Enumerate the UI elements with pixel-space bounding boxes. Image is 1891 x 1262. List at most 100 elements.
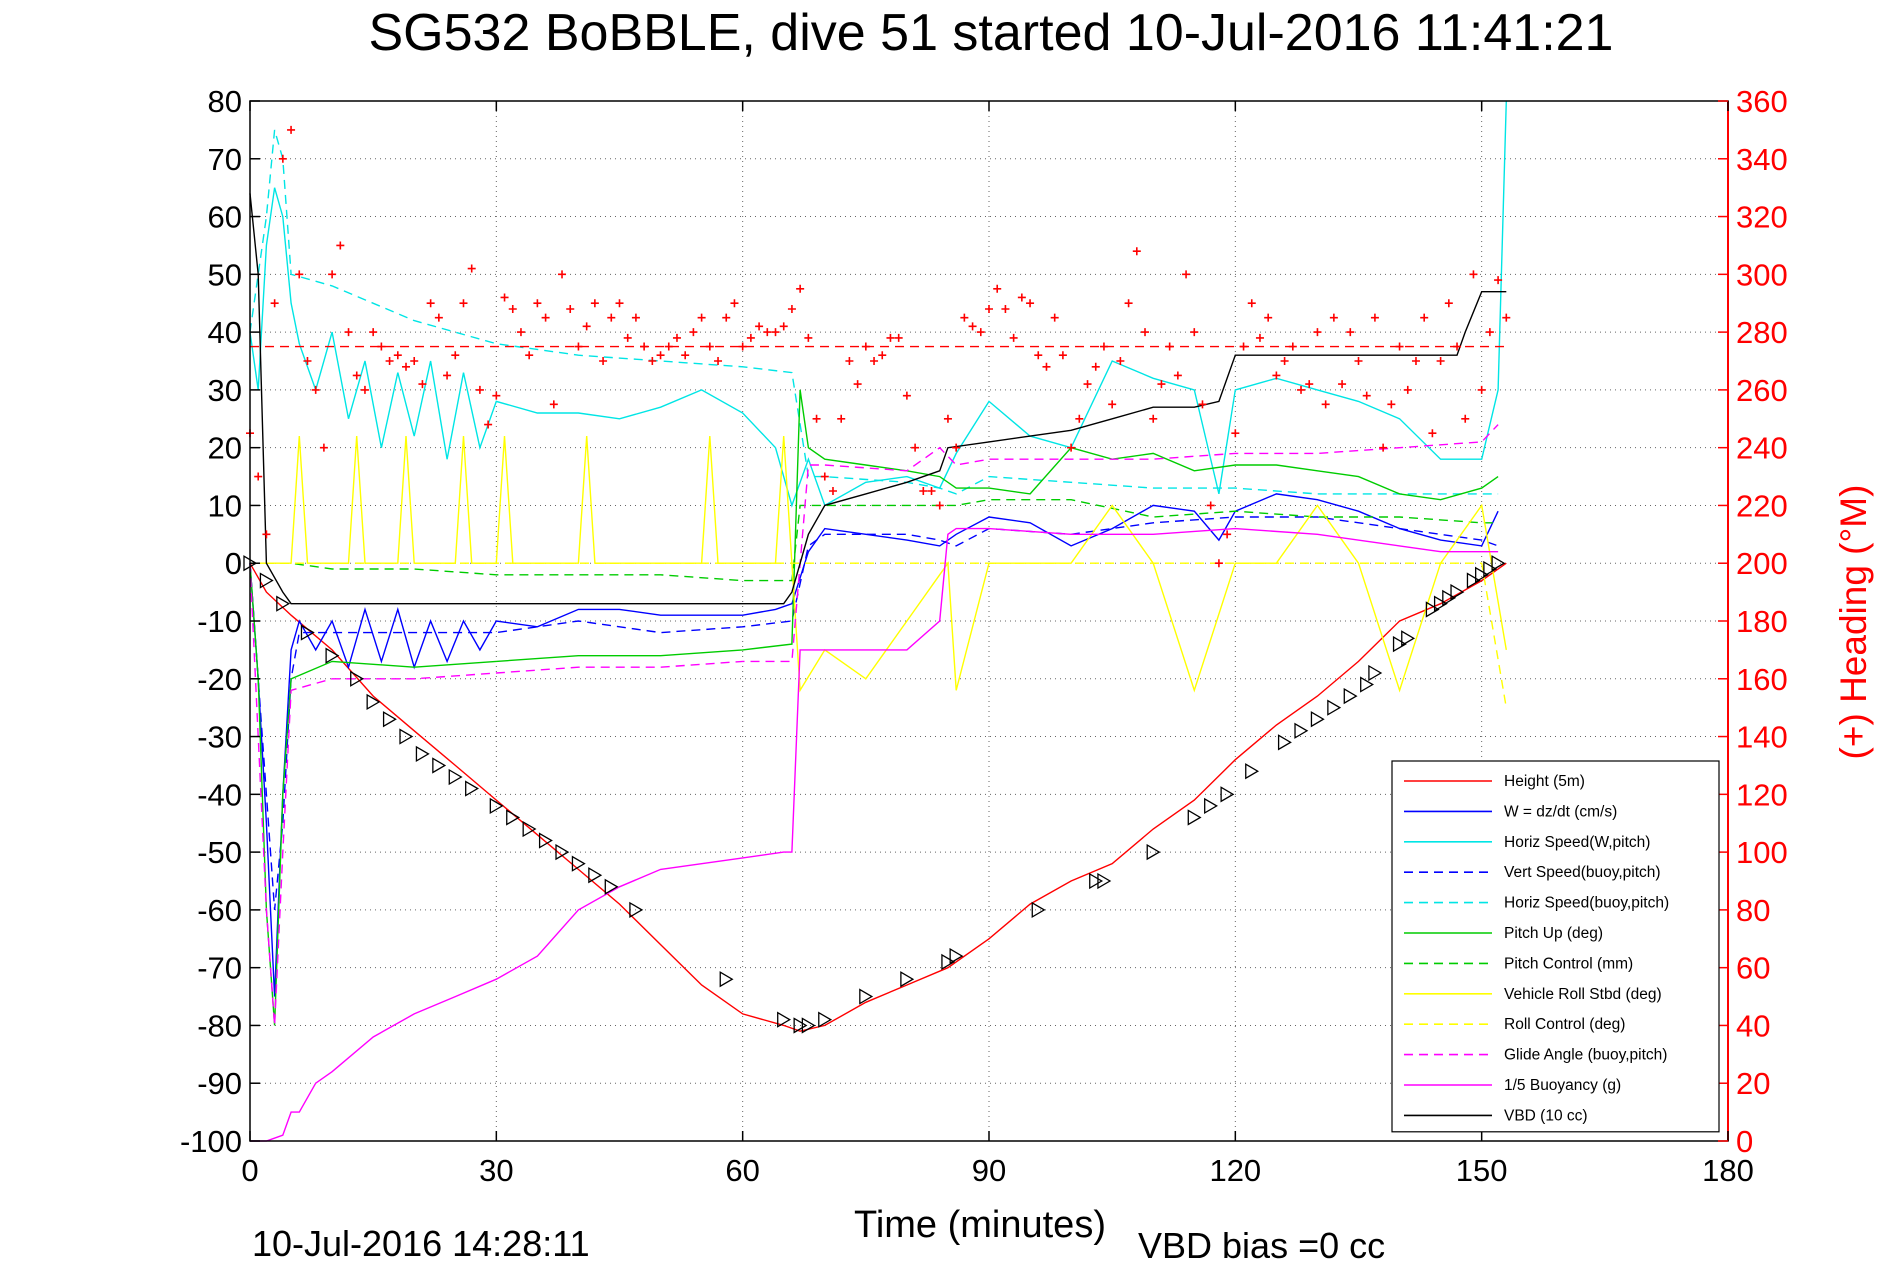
heading-marker	[1403, 385, 1412, 394]
heading-marker	[886, 333, 895, 342]
dive-marker	[382, 711, 397, 728]
heading-marker	[960, 313, 969, 322]
heading-marker	[1067, 443, 1076, 452]
heading-marker	[303, 357, 312, 365]
dive-marker	[1187, 809, 1202, 826]
heading-marker	[467, 264, 476, 273]
dive-marker	[489, 797, 504, 815]
y-tick-label: -90	[197, 1066, 242, 1101]
heading-marker	[1042, 362, 1051, 371]
heading-marker	[369, 328, 378, 337]
heading-marker	[1108, 400, 1117, 409]
heading-marker	[763, 328, 772, 337]
y2-tick-label: 220	[1736, 488, 1788, 523]
heading-marker	[730, 299, 739, 308]
heading-marker	[1387, 400, 1396, 409]
heading-marker	[993, 284, 1002, 293]
heading-marker	[985, 305, 993, 313]
y-tick-label: 30	[208, 373, 242, 408]
heading-marker	[927, 487, 936, 495]
y-tick-label: 20	[208, 431, 242, 466]
heading-marker	[533, 299, 542, 308]
heading-marker	[1173, 371, 1182, 380]
dive-marker	[432, 757, 447, 774]
heading-marker	[689, 328, 698, 337]
heading-marker	[1034, 351, 1043, 360]
heading-marker	[615, 299, 624, 308]
legend-entry: Height (5m)	[1504, 773, 1585, 790]
y2-tick-label: 260	[1736, 373, 1788, 408]
heading-marker	[1124, 299, 1133, 308]
heading-marker	[1436, 357, 1445, 365]
dive-marker	[325, 647, 340, 664]
heading-marker	[1264, 313, 1273, 322]
heading-marker	[434, 313, 443, 322]
dive-marker	[300, 624, 315, 641]
heading-marker	[590, 299, 599, 308]
heading-marker	[319, 443, 328, 452]
heading-marker	[385, 357, 394, 365]
y2-tick-label: 100	[1736, 835, 1788, 870]
series-line-w-dz-dt-cm-s	[249, 493, 1499, 997]
y2-tick-label: 60	[1736, 951, 1770, 986]
heading-marker	[1469, 270, 1478, 279]
dive-marker	[1360, 676, 1375, 693]
heading-marker	[656, 351, 665, 360]
x-tick-label: 120	[1209, 1153, 1261, 1188]
legend-entry: Glide Angle (buoy,pitch)	[1504, 1047, 1667, 1064]
legend-entry: W = dz/dt (cm/s)	[1504, 803, 1617, 820]
dive-marker	[1031, 901, 1046, 919]
heading-marker	[1247, 299, 1256, 308]
dive-marker	[465, 780, 479, 797]
right-axis-label: (+) Heading (°M)	[1833, 485, 1874, 760]
footer-timestamp: 10-Jul-2016 14:28:11	[252, 1223, 590, 1262]
y-tick-label: 40	[208, 315, 242, 350]
dive-marker	[1310, 711, 1325, 728]
dive-marker	[1433, 595, 1448, 612]
series-line-glide-angle-buoy-pitch	[249, 424, 1499, 1026]
x-tick-label: 30	[479, 1153, 513, 1188]
heading-marker	[541, 313, 550, 322]
heading-marker	[328, 270, 337, 279]
y-tick-label: -100	[180, 1124, 242, 1159]
y-tick-label: 0	[225, 546, 242, 581]
legend-entry: 1/5 Buoyancy (g)	[1504, 1077, 1621, 1094]
y-tick-label: 60	[208, 200, 242, 235]
dive-marker	[1475, 566, 1489, 583]
dive-marker	[1204, 797, 1218, 815]
heading-marker	[336, 241, 345, 250]
dive-marker	[1220, 786, 1235, 803]
heading-marker	[648, 357, 657, 365]
dive-marker	[1097, 872, 1112, 890]
heading-marker	[582, 322, 591, 331]
y2-tick-label: 180	[1736, 604, 1788, 639]
y2-tick-label: 120	[1736, 777, 1788, 812]
dive-marker	[949, 947, 964, 965]
legend-entry: Vehicle Roll Stbd (deg)	[1504, 986, 1662, 1003]
dive-marker	[1368, 664, 1383, 682]
heading-marker	[1329, 313, 1338, 322]
series-line-pitch-up-deg	[249, 389, 1499, 1026]
y2-tick-label: 200	[1736, 546, 1788, 581]
dive-marker	[801, 1017, 816, 1034]
heading-marker	[1116, 357, 1125, 365]
heading-marker	[919, 487, 928, 495]
y-tick-label: -50	[197, 835, 242, 870]
dive-marker	[1277, 734, 1292, 751]
chart-title: SG532 BoBBLE, dive 51 started 10-Jul-201…	[369, 4, 1614, 62]
legend-entry: Pitch Control (mm)	[1504, 955, 1633, 972]
heading-marker	[418, 380, 427, 389]
dive-marker	[448, 768, 463, 786]
heading-marker	[278, 154, 287, 163]
y2-tick-label: 240	[1736, 431, 1788, 466]
heading-marker	[902, 391, 911, 400]
heading-marker	[746, 333, 755, 342]
heading-marker	[1502, 313, 1511, 322]
heading-marker	[270, 299, 279, 308]
heading-marker	[360, 385, 369, 394]
y2-tick-label: 0	[1736, 1124, 1753, 1159]
y-tick-label: -70	[197, 951, 242, 986]
dive-marker	[538, 832, 553, 849]
x-tick-label: 60	[725, 1153, 759, 1188]
dive-marker	[1327, 699, 1342, 716]
